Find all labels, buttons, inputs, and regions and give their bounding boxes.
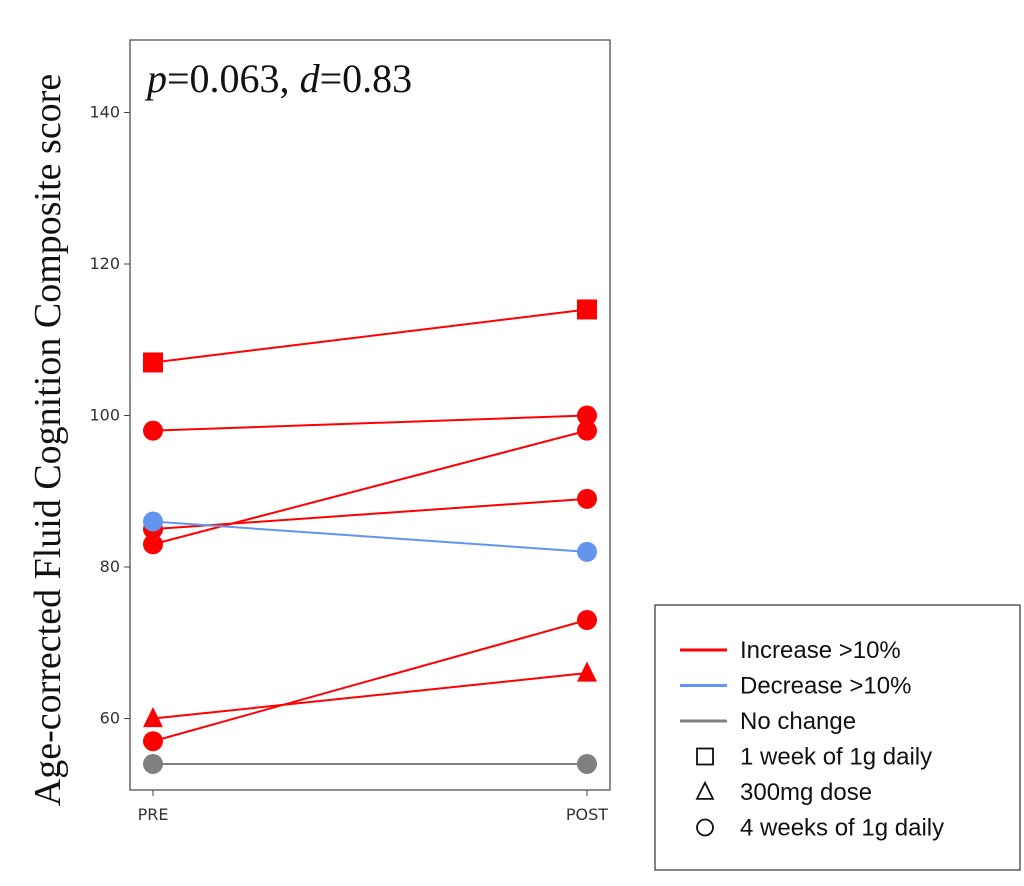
data-point-square bbox=[577, 299, 597, 320]
data-point-circle bbox=[143, 511, 163, 532]
data-point-circle bbox=[143, 534, 163, 555]
data-point-circle bbox=[577, 753, 597, 774]
legend-label: Increase >10% bbox=[740, 637, 901, 664]
data-point-circle bbox=[577, 420, 597, 441]
data-point-circle bbox=[143, 731, 163, 752]
series-line-increase bbox=[152, 308, 588, 364]
y-tick-label: 120 bbox=[89, 254, 120, 273]
legend-marker-swatch bbox=[696, 818, 714, 837]
x-tick-label: PRE bbox=[138, 805, 169, 824]
series-line-increase bbox=[152, 619, 588, 743]
legend-label: 1 week of 1g daily bbox=[740, 744, 932, 771]
data-point-triangle bbox=[143, 707, 163, 728]
p-value: =0.063, bbox=[167, 56, 300, 101]
data-point-circle bbox=[577, 610, 597, 631]
y-axis-label: Age-corrected Fluid Cognition Composite … bbox=[27, 74, 69, 806]
legend-label: Decrease >10% bbox=[740, 673, 911, 700]
data-point-circle bbox=[143, 420, 163, 441]
y-tick-label: 80 bbox=[100, 557, 120, 576]
series-line-increase bbox=[152, 497, 588, 531]
legend-marker-swatch bbox=[695, 780, 715, 800]
plot-area: 60 80 100 120 140 PRE POST bbox=[89, 39, 611, 824]
legend: Increase >10% Decrease >10% No change 1 wee… bbox=[654, 604, 1021, 871]
legend-label: No change bbox=[740, 708, 856, 735]
series-line-increase bbox=[152, 429, 588, 546]
y-tick-label: 60 bbox=[100, 709, 120, 728]
legend-label: 4 weeks of 1g daily bbox=[740, 815, 944, 842]
d-label: d bbox=[300, 56, 321, 101]
data-point-circle bbox=[143, 753, 163, 774]
d-value: =0.83 bbox=[320, 56, 413, 101]
stats-annotation: p=0.063, d=0.83 bbox=[144, 56, 412, 101]
p-label: p bbox=[144, 56, 167, 101]
legend-label: 300mg dose bbox=[740, 779, 872, 806]
data-point-circle bbox=[577, 405, 597, 426]
y-tick-label: 140 bbox=[89, 103, 120, 122]
data-point-square bbox=[143, 352, 163, 373]
data-point-circle bbox=[577, 541, 597, 562]
data-point-circle bbox=[577, 488, 597, 509]
y-tick-label: 100 bbox=[89, 406, 120, 425]
series-line-increase bbox=[152, 672, 588, 720]
data-point-triangle bbox=[577, 661, 597, 682]
series-line-increase bbox=[152, 414, 588, 432]
x-tick-label: POST bbox=[566, 805, 608, 824]
series-line-decrease bbox=[152, 520, 588, 553]
legend-marker-swatch bbox=[696, 747, 714, 766]
